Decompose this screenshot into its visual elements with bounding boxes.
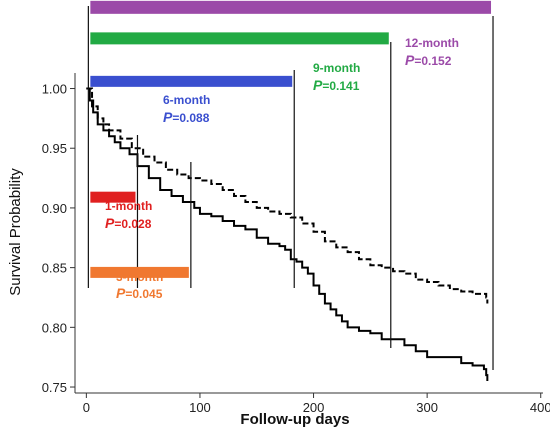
timepoint-bar-6-month — [90, 75, 293, 87]
timepoint-bar-1-month — [90, 191, 136, 203]
x-tick-label: 400 — [530, 400, 550, 415]
timepoint-bar-3-month — [90, 266, 189, 278]
timepoint-label-1-month: 1-month — [105, 199, 152, 213]
p-value-6-month: P=0.088 — [163, 109, 210, 125]
y-tick-label: 0.80 — [42, 320, 67, 335]
p-value-1-month: P=0.028 — [105, 215, 152, 231]
y-tick-label: 1.00 — [42, 82, 67, 97]
timepoint-label-9-month: 9-month — [313, 61, 360, 75]
p-value-12-month: P=0.152 — [405, 52, 452, 68]
x-tick-label: 200 — [303, 400, 325, 415]
x-tick-label: 100 — [189, 400, 211, 415]
timepoint-label-12-month: 12-month — [405, 36, 459, 50]
timepoint-bar-9-month — [90, 32, 389, 45]
survival-curve-dashed — [86, 87, 489, 304]
x-tick-label: 0 — [83, 400, 90, 415]
timepoint-label-6-month: 6-month — [163, 93, 210, 107]
p-value-9-month: P=0.141 — [313, 77, 360, 93]
survival-curves — [86, 87, 489, 382]
y-axis-title: Survival Probability — [7, 168, 24, 296]
p-value-3-month: P=0.045 — [116, 285, 163, 301]
timepoint-label-3-month: 3-month — [116, 270, 163, 284]
y-tick-label: 0.75 — [42, 380, 67, 395]
survival-curve-solid — [86, 87, 489, 382]
y-tick-label: 0.95 — [42, 141, 67, 156]
x-axis-title: Follow-up days — [240, 411, 349, 428]
y-tick-label: 0.85 — [42, 261, 67, 276]
axes: 0.75 0.80 0.85 0.90 0.95 1.00 0 100 200 300 400 — [42, 73, 550, 415]
timepoint-bar-12-month — [90, 0, 492, 14]
x-tick-label: 300 — [416, 400, 438, 415]
y-tick-label: 0.90 — [42, 201, 67, 216]
